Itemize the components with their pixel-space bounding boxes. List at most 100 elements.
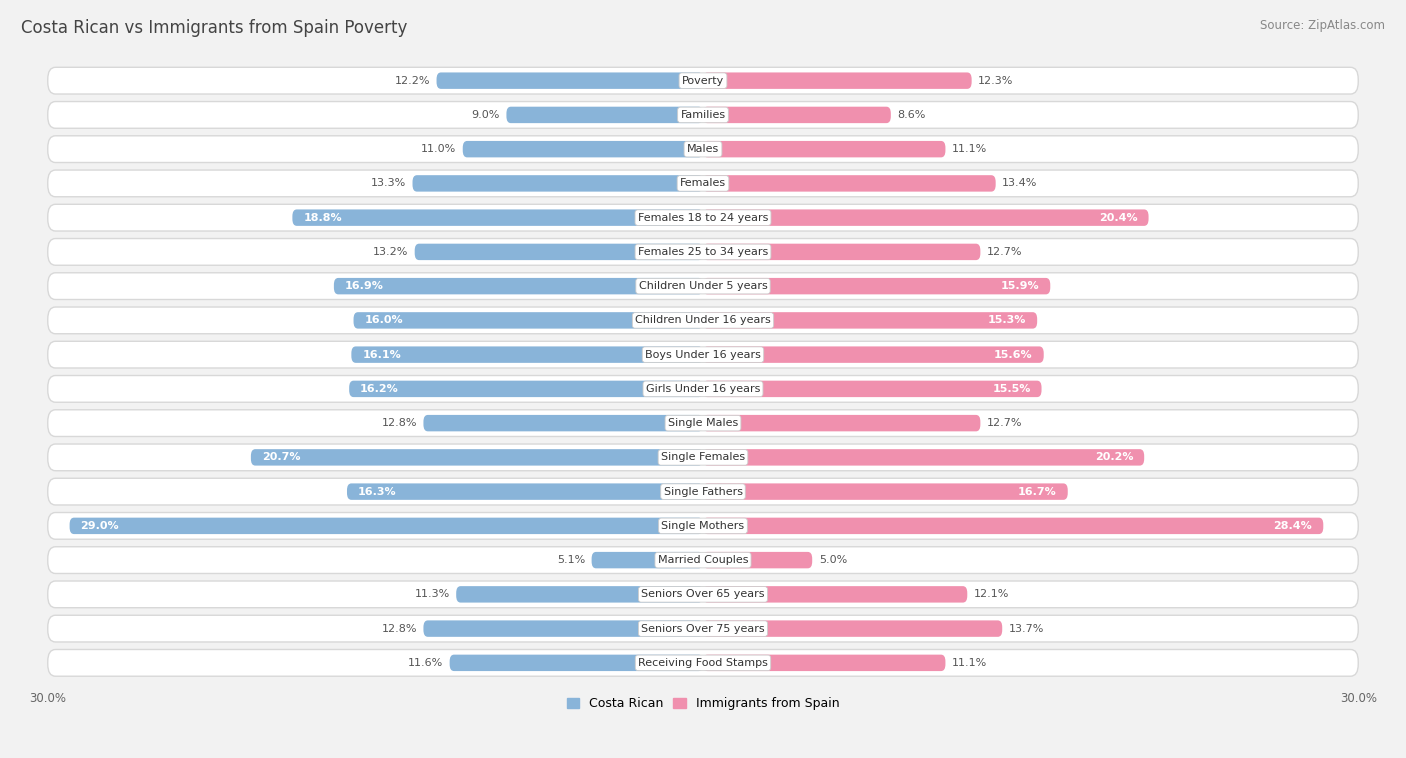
Text: 9.0%: 9.0% xyxy=(471,110,501,120)
Text: 16.2%: 16.2% xyxy=(360,384,399,394)
Text: Married Couples: Married Couples xyxy=(658,555,748,565)
FancyBboxPatch shape xyxy=(349,381,703,397)
FancyBboxPatch shape xyxy=(450,655,703,671)
Text: 16.3%: 16.3% xyxy=(359,487,396,496)
Text: 28.4%: 28.4% xyxy=(1274,521,1312,531)
Text: 15.3%: 15.3% xyxy=(988,315,1026,325)
FancyBboxPatch shape xyxy=(703,620,1002,637)
Text: 5.1%: 5.1% xyxy=(557,555,585,565)
FancyBboxPatch shape xyxy=(292,209,703,226)
FancyBboxPatch shape xyxy=(48,170,1358,197)
Text: 11.1%: 11.1% xyxy=(952,658,987,668)
FancyBboxPatch shape xyxy=(703,141,945,158)
Text: 11.1%: 11.1% xyxy=(952,144,987,154)
FancyBboxPatch shape xyxy=(456,586,703,603)
Text: Single Females: Single Females xyxy=(661,453,745,462)
Text: Single Fathers: Single Fathers xyxy=(664,487,742,496)
FancyBboxPatch shape xyxy=(48,205,1358,231)
FancyBboxPatch shape xyxy=(703,518,1323,534)
Text: 12.2%: 12.2% xyxy=(395,76,430,86)
FancyBboxPatch shape xyxy=(592,552,703,568)
FancyBboxPatch shape xyxy=(703,346,1043,363)
Text: 12.7%: 12.7% xyxy=(987,247,1022,257)
Text: Seniors Over 75 years: Seniors Over 75 years xyxy=(641,624,765,634)
Text: 13.3%: 13.3% xyxy=(371,178,406,189)
FancyBboxPatch shape xyxy=(412,175,703,192)
Text: 16.1%: 16.1% xyxy=(363,349,401,359)
Text: Females 25 to 34 years: Females 25 to 34 years xyxy=(638,247,768,257)
FancyBboxPatch shape xyxy=(48,375,1358,402)
FancyBboxPatch shape xyxy=(48,478,1358,505)
Text: Boys Under 16 years: Boys Under 16 years xyxy=(645,349,761,359)
Text: 11.0%: 11.0% xyxy=(420,144,456,154)
FancyBboxPatch shape xyxy=(463,141,703,158)
Text: 13.7%: 13.7% xyxy=(1008,624,1045,634)
Text: 11.6%: 11.6% xyxy=(408,658,443,668)
FancyBboxPatch shape xyxy=(703,586,967,603)
FancyBboxPatch shape xyxy=(48,341,1358,368)
FancyBboxPatch shape xyxy=(506,107,703,123)
Text: 15.5%: 15.5% xyxy=(993,384,1031,394)
Text: 12.8%: 12.8% xyxy=(381,624,418,634)
FancyBboxPatch shape xyxy=(423,415,703,431)
FancyBboxPatch shape xyxy=(703,381,1042,397)
Text: Children Under 5 years: Children Under 5 years xyxy=(638,281,768,291)
FancyBboxPatch shape xyxy=(48,547,1358,574)
Text: Costa Rican vs Immigrants from Spain Poverty: Costa Rican vs Immigrants from Spain Pov… xyxy=(21,19,408,37)
Text: 15.9%: 15.9% xyxy=(1001,281,1039,291)
FancyBboxPatch shape xyxy=(352,346,703,363)
Text: 16.7%: 16.7% xyxy=(1018,487,1057,496)
FancyBboxPatch shape xyxy=(353,312,703,329)
FancyBboxPatch shape xyxy=(48,512,1358,539)
Text: Seniors Over 65 years: Seniors Over 65 years xyxy=(641,590,765,600)
FancyBboxPatch shape xyxy=(415,243,703,260)
Text: Poverty: Poverty xyxy=(682,76,724,86)
Text: 29.0%: 29.0% xyxy=(80,521,120,531)
FancyBboxPatch shape xyxy=(703,73,972,89)
FancyBboxPatch shape xyxy=(48,581,1358,608)
FancyBboxPatch shape xyxy=(48,102,1358,128)
Text: Single Mothers: Single Mothers xyxy=(661,521,745,531)
FancyBboxPatch shape xyxy=(703,107,891,123)
FancyBboxPatch shape xyxy=(703,484,1067,500)
FancyBboxPatch shape xyxy=(703,243,980,260)
Text: 20.7%: 20.7% xyxy=(262,453,301,462)
FancyBboxPatch shape xyxy=(70,518,703,534)
FancyBboxPatch shape xyxy=(48,136,1358,162)
Text: 12.7%: 12.7% xyxy=(987,418,1022,428)
FancyBboxPatch shape xyxy=(703,449,1144,465)
FancyBboxPatch shape xyxy=(703,175,995,192)
Text: 16.9%: 16.9% xyxy=(344,281,384,291)
Text: 12.8%: 12.8% xyxy=(381,418,418,428)
Text: 13.2%: 13.2% xyxy=(373,247,408,257)
Text: 13.4%: 13.4% xyxy=(1002,178,1038,189)
Text: 20.4%: 20.4% xyxy=(1099,213,1137,223)
FancyBboxPatch shape xyxy=(703,415,980,431)
Text: Receiving Food Stamps: Receiving Food Stamps xyxy=(638,658,768,668)
FancyBboxPatch shape xyxy=(48,410,1358,437)
Text: Males: Males xyxy=(688,144,718,154)
Text: 12.1%: 12.1% xyxy=(974,590,1010,600)
Legend: Costa Rican, Immigrants from Spain: Costa Rican, Immigrants from Spain xyxy=(561,692,845,716)
FancyBboxPatch shape xyxy=(703,552,813,568)
FancyBboxPatch shape xyxy=(48,273,1358,299)
FancyBboxPatch shape xyxy=(250,449,703,465)
Text: 18.8%: 18.8% xyxy=(304,213,342,223)
Text: 5.0%: 5.0% xyxy=(818,555,846,565)
FancyBboxPatch shape xyxy=(347,484,703,500)
Text: 12.3%: 12.3% xyxy=(979,76,1014,86)
FancyBboxPatch shape xyxy=(48,307,1358,334)
Text: 16.0%: 16.0% xyxy=(364,315,404,325)
Text: 20.2%: 20.2% xyxy=(1095,453,1133,462)
Text: Girls Under 16 years: Girls Under 16 years xyxy=(645,384,761,394)
Text: Families: Families xyxy=(681,110,725,120)
FancyBboxPatch shape xyxy=(333,278,703,294)
FancyBboxPatch shape xyxy=(48,615,1358,642)
Text: Children Under 16 years: Children Under 16 years xyxy=(636,315,770,325)
FancyBboxPatch shape xyxy=(703,655,945,671)
Text: 11.3%: 11.3% xyxy=(415,590,450,600)
FancyBboxPatch shape xyxy=(703,312,1038,329)
FancyBboxPatch shape xyxy=(48,67,1358,94)
FancyBboxPatch shape xyxy=(436,73,703,89)
Text: Females: Females xyxy=(681,178,725,189)
